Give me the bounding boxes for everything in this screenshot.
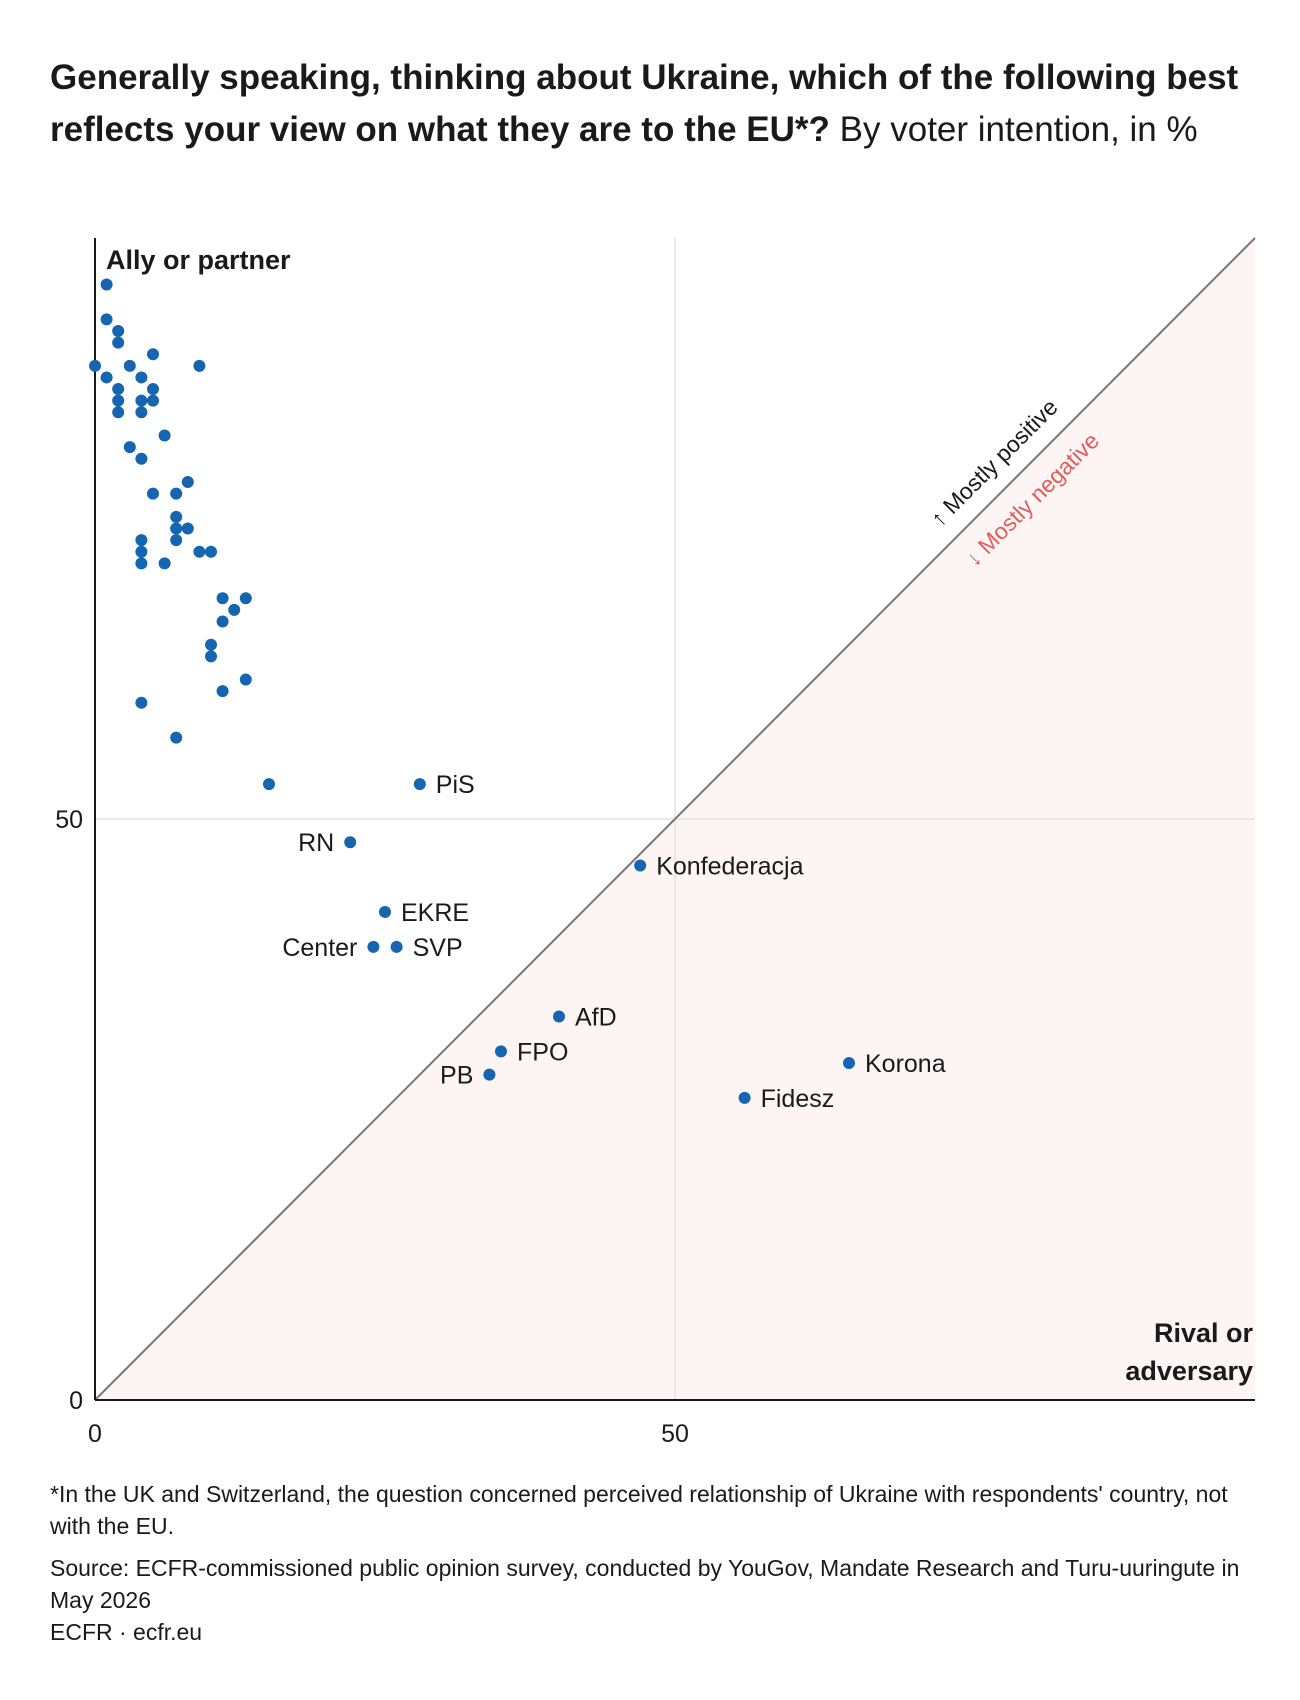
data-point (89, 359, 101, 372)
data-point-rn (344, 836, 357, 849)
data-point-korona (843, 1057, 855, 1070)
data-point (170, 534, 183, 547)
data-point-pb (483, 1068, 496, 1081)
point-label-center: Center (282, 934, 357, 962)
data-point (170, 522, 183, 535)
point-label-afd: AfD (575, 1004, 617, 1032)
data-point-afd (553, 1010, 565, 1023)
point-label-pb: PB (440, 1062, 473, 1090)
data-point (100, 313, 113, 326)
data-point (158, 429, 171, 442)
data-point (135, 406, 148, 419)
point-label-fidesz: Fidesz (761, 1085, 835, 1113)
chart-title: Generally speaking, thinking about Ukrai… (50, 52, 1260, 156)
data-point (147, 487, 159, 500)
data-point (181, 476, 194, 489)
data-point (147, 383, 159, 396)
data-point (147, 394, 159, 407)
data-point (123, 441, 136, 454)
data-point (205, 545, 217, 558)
point-label-ekre: EKRE (401, 899, 469, 927)
data-point (205, 638, 217, 651)
data-point (135, 545, 148, 558)
point-label-konfederacja: Konfederacja (656, 852, 803, 880)
y-tick-label: 0 (69, 1387, 83, 1415)
x-axis-label-line2: adversary (1125, 1356, 1253, 1386)
data-point (205, 650, 217, 663)
data-point (170, 731, 183, 744)
diagonal-line (94, 237, 1256, 1401)
data-point (239, 673, 252, 686)
footer: *In the UK and Switzerland, the question… (50, 1478, 1250, 1648)
data-point (193, 545, 206, 558)
tick-labels: 00 50 50 (55, 806, 689, 1448)
data-point (100, 278, 113, 291)
data-point (112, 383, 125, 396)
data-point (112, 394, 125, 407)
data-point-ekre (379, 905, 391, 918)
data-point (112, 336, 125, 349)
y-axis-label: Ally or partner (106, 245, 291, 275)
x-tick-label: 0 (88, 1420, 102, 1448)
data-point (135, 534, 148, 547)
data-point (135, 452, 148, 465)
data-point (112, 406, 125, 419)
point-label-svp: SVP (413, 934, 463, 962)
data-point (216, 615, 229, 628)
data-point (216, 592, 229, 605)
x-axis-label-line1: Rival or (1154, 1318, 1254, 1348)
data-point (147, 348, 159, 361)
data-point (228, 603, 241, 616)
data-point (170, 487, 183, 500)
point-label-fpo: FPO (517, 1038, 568, 1066)
data-point (135, 696, 148, 709)
credit: ECFR · ecfr.eu (50, 1619, 203, 1645)
data-point (216, 685, 229, 698)
data-point (181, 522, 194, 535)
data-point-konfederacja (634, 859, 647, 872)
data-point (112, 324, 125, 337)
title-bold: Generally speaking, thinking about Ukrai… (50, 58, 1239, 149)
point-label-korona: Korona (865, 1050, 946, 1078)
data-point (170, 510, 183, 523)
data-point-fpo (495, 1045, 507, 1058)
data-point (100, 371, 113, 384)
data-point (158, 557, 171, 570)
x-tick-label: 50 (661, 1420, 689, 1448)
data-point (135, 371, 148, 384)
data-point (239, 592, 252, 605)
data-point (123, 359, 136, 372)
data-point (135, 557, 148, 570)
data-point-center (367, 940, 380, 953)
point-label-rn: RN (298, 829, 334, 857)
y-tick-label: 50 (55, 806, 83, 834)
data-point-fidesz (738, 1091, 751, 1104)
source-note: Source: ECFR-commissioned public opinion… (50, 1555, 1240, 1613)
data-point-svp (390, 940, 403, 953)
data-point (135, 394, 148, 407)
title-subtitle: By voter intention, in % (839, 110, 1198, 149)
data-point (263, 778, 275, 791)
data-point-pis (413, 778, 426, 791)
data-point (193, 359, 206, 372)
footnote: *In the UK and Switzerland, the question… (50, 1481, 1228, 1539)
point-label-pis: PiS (436, 771, 475, 799)
